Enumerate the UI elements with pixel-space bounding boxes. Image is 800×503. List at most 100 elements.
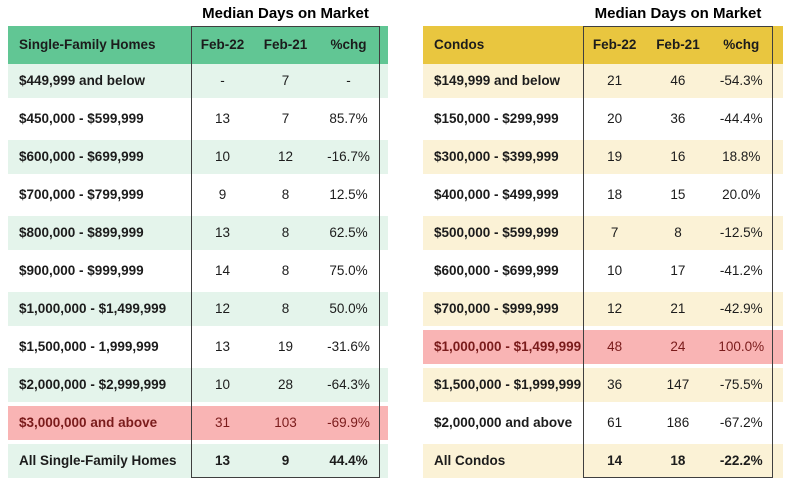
pctchg-value: -67.2% xyxy=(719,415,763,431)
feb22-value: 31 xyxy=(214,415,231,431)
pctchg-value: 50.0% xyxy=(329,301,368,317)
table-row: $900,000 - $999,999 14 8 75.0% xyxy=(8,254,388,288)
feb21-value: 8 xyxy=(281,187,290,203)
pctchg-value: -69.9% xyxy=(327,415,370,431)
table-header-row: Condos Feb-22 Feb-21 %chg xyxy=(423,26,783,64)
price-range-label: $449,999 and below xyxy=(19,73,146,89)
table-row: $1,000,000 - $1,499,999 12 8 50.0% xyxy=(8,292,388,326)
feb22-value: 21 xyxy=(607,73,623,89)
price-range-label: $600,000 - $699,999 xyxy=(434,263,559,279)
pctchg-value: 12.5% xyxy=(329,187,368,203)
column-header-feb22: Feb-22 xyxy=(592,37,637,53)
pctchg-value: -42.9% xyxy=(719,301,763,317)
table-grid: Condos Feb-22 Feb-21 %chg $149,999 and b… xyxy=(423,26,783,478)
feb21-value: 8 xyxy=(281,225,290,241)
pctchg-value: 20.0% xyxy=(722,187,761,203)
feb21-value: 46 xyxy=(670,73,686,89)
table-row: $149,999 and below 21 46 -54.3% xyxy=(423,64,783,98)
feb22-value: 13 xyxy=(214,339,231,355)
feb21-value: 36 xyxy=(670,111,686,127)
feb22-value: 7 xyxy=(610,225,619,241)
table-row: $1,500,000 - $1,999,999 36 147 -75.5% xyxy=(423,368,783,402)
feb21-value: 24 xyxy=(670,339,686,355)
price-range-label: $400,000 - $499,999 xyxy=(434,187,559,203)
pctchg-value: 62.5% xyxy=(329,225,368,241)
feb22-value: 9 xyxy=(218,187,227,203)
pctchg-value: 44.4% xyxy=(329,453,368,469)
feb21-value: 15 xyxy=(670,187,686,203)
feb22-value: 10 xyxy=(214,149,231,165)
entity-header: Single-Family Homes xyxy=(19,37,156,53)
table-row: $2,000,000 and above 61 186 -67.2% xyxy=(423,406,783,440)
pctchg-value: -44.4% xyxy=(719,111,763,127)
table-row: $700,000 - $999,999 12 21 -42.9% xyxy=(423,292,783,326)
price-range-label: $2,000,000 - $2,999,999 xyxy=(19,377,167,393)
price-range-label: $900,000 - $999,999 xyxy=(19,263,144,279)
condos-table: Median Days on Market Condos Feb-22 Feb-… xyxy=(423,4,783,478)
pctchg-value: -22.2% xyxy=(719,453,763,469)
column-header-feb21: Feb-21 xyxy=(263,37,308,53)
price-range-label: All Single-Family Homes xyxy=(19,453,177,469)
table-title: Median Days on Market xyxy=(594,5,762,22)
feb21-value: 9 xyxy=(281,453,290,469)
table-row: $1,000,000 - $1,499,999 48 24 100.0% xyxy=(423,330,783,364)
table-title: Median Days on Market xyxy=(202,5,369,22)
feb21-value: 8 xyxy=(281,263,290,279)
table-grid: Single-Family Homes Feb-22 Feb-21 %chg $… xyxy=(8,26,388,478)
feb21-value: 21 xyxy=(670,301,686,317)
feb21-value: 16 xyxy=(670,149,686,165)
price-range-label: $1,500,000 - 1,999,999 xyxy=(19,339,159,355)
table-row: $2,000,000 - $2,999,999 10 28 -64.3% xyxy=(8,368,388,402)
feb21-value: 12 xyxy=(277,149,294,165)
table-row: $300,000 - $399,999 19 16 18.8% xyxy=(423,140,783,174)
table-row: All Condos 14 18 -22.2% xyxy=(423,444,783,478)
feb21-value: 19 xyxy=(277,339,294,355)
feb21-value: 7 xyxy=(281,111,290,127)
price-range-label: $149,999 and below xyxy=(434,73,561,89)
table-row: All Single-Family Homes 13 9 44.4% xyxy=(8,444,388,478)
table-row: $500,000 - $599,999 7 8 -12.5% xyxy=(423,216,783,250)
feb22-value: 19 xyxy=(607,149,623,165)
feb22-value: 13 xyxy=(214,225,231,241)
feb22-value: 48 xyxy=(607,339,623,355)
table-row: $800,000 - $899,999 13 8 62.5% xyxy=(8,216,388,250)
feb22-value: - xyxy=(220,73,225,89)
feb22-value: 14 xyxy=(607,453,623,469)
column-header-pctchg: %chg xyxy=(330,37,367,53)
feb22-value: 18 xyxy=(607,187,623,203)
table-row: $150,000 - $299,999 20 36 -44.4% xyxy=(423,102,783,136)
table-row: $400,000 - $499,999 18 15 20.0% xyxy=(423,178,783,212)
feb22-value: 14 xyxy=(214,263,231,279)
feb22-value: 13 xyxy=(214,453,231,469)
column-header-feb22: Feb-22 xyxy=(200,37,245,53)
table-header-row: Single-Family Homes Feb-22 Feb-21 %chg xyxy=(8,26,388,64)
pctchg-value: -64.3% xyxy=(327,377,370,393)
feb22-value: 36 xyxy=(607,377,623,393)
pctchg-value: -54.3% xyxy=(719,73,763,89)
table-row: $450,000 - $599,999 13 7 85.7% xyxy=(8,102,388,136)
feb21-value: 7 xyxy=(281,73,290,89)
feb22-value: 12 xyxy=(607,301,623,317)
feb21-value: 18 xyxy=(670,453,686,469)
feb21-value: 28 xyxy=(277,377,294,393)
feb21-value: 186 xyxy=(666,415,690,431)
entity-header: Condos xyxy=(434,37,485,53)
column-header-pctchg: %chg xyxy=(723,37,760,53)
pctchg-value: -12.5% xyxy=(719,225,763,241)
table-row: $3,000,000 and above 31 103 -69.9% xyxy=(8,406,388,440)
price-range-label: $800,000 - $899,999 xyxy=(19,225,144,241)
feb22-value: 61 xyxy=(607,415,623,431)
pctchg-value: 18.8% xyxy=(722,149,761,165)
feb21-value: 147 xyxy=(666,377,690,393)
feb21-value: 8 xyxy=(674,225,682,241)
table-row: $1,500,000 - 1,999,999 13 19 -31.6% xyxy=(8,330,388,364)
price-range-label: $500,000 - $599,999 xyxy=(434,225,559,241)
single-family-homes-table: Median Days on Market Single-Family Home… xyxy=(8,4,388,478)
table-row: $700,000 - $799,999 9 8 12.5% xyxy=(8,178,388,212)
price-range-label: $300,000 - $399,999 xyxy=(434,149,559,165)
feb22-value: 13 xyxy=(214,111,231,127)
pctchg-value: -31.6% xyxy=(327,339,370,355)
price-range-label: $700,000 - $799,999 xyxy=(19,187,144,203)
price-range-label: $700,000 - $999,999 xyxy=(434,301,559,317)
pctchg-value: - xyxy=(346,73,351,89)
